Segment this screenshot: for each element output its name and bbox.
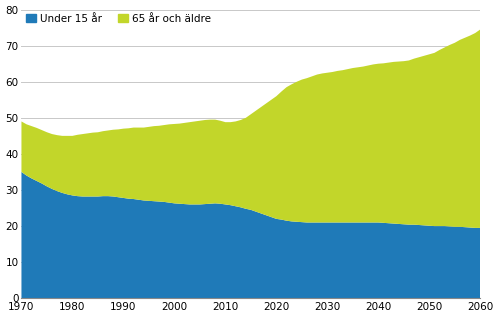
Legend: Under 15 år, 65 år och äldre: Under 15 år, 65 år och äldre	[23, 12, 214, 26]
